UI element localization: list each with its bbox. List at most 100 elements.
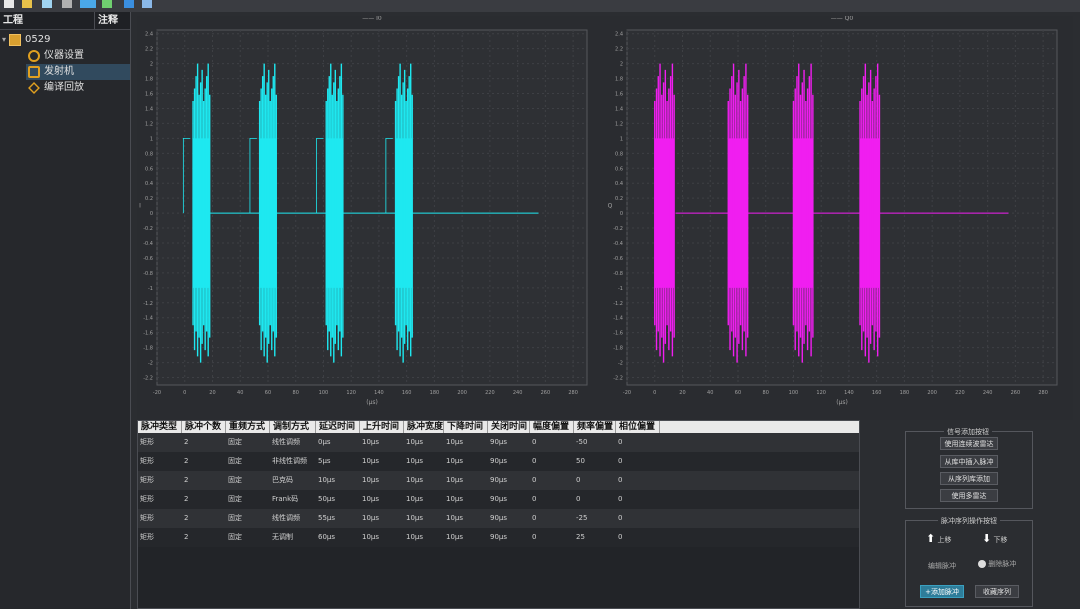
table-cell: 10μs xyxy=(362,514,380,522)
add-from-sequence-library-button[interactable]: 从序列库添加 xyxy=(940,472,998,485)
insert-pulse-from-library-button[interactable]: 从库中插入脉冲 xyxy=(940,455,998,468)
table-cell: -50 xyxy=(576,438,588,446)
signal-burst xyxy=(182,63,211,363)
x-tick-label: -20 xyxy=(623,390,631,396)
tree-icon[interactable] xyxy=(102,0,112,8)
table-row[interactable]: 矩形 2 固定 无调制 60μs 10μs 10μs 10μs 90μs 0 25 0 xyxy=(138,528,859,547)
new-file-icon[interactable] xyxy=(4,0,14,8)
settings-icon[interactable] xyxy=(62,0,72,8)
chart-i[interactable]: 2.4 2.2 2 1.8 1.6 1.4 1.2 1 0.8 0.6 0.4 0.2 0 -0.2 -0.… xyxy=(137,16,607,420)
table-row[interactable]: 矩形 2 固定 线性调频 55μs 10μs 10μs 10μs 90μs 0 -25 0 xyxy=(138,509,859,528)
table-row[interactable]: 矩形 2 固定 Frank码 50μs 10μs 10μs 10μs 90μs 0 0 0 xyxy=(138,490,859,509)
table-cell: 0 xyxy=(532,514,537,522)
table-cell: 90μs xyxy=(490,495,508,503)
table-cell: 矩形 xyxy=(140,495,154,503)
column-header[interactable]: 脉冲类型 xyxy=(138,421,182,433)
active-tool-icon[interactable] xyxy=(80,0,96,8)
table-body: 矩形 2 固定 线性调频 0μs 10μs 10μs 10μs 90μs 0 -50 0 矩形 2 固定 非线… xyxy=(138,433,859,547)
table-cell: 固定 xyxy=(228,495,242,503)
move-down-button[interactable]: ⬇ 下移 xyxy=(982,532,1007,545)
y-tick-label: -0.6 xyxy=(613,256,623,262)
y-axis-label: Q xyxy=(608,203,613,210)
delete-pulse-button[interactable]: 删除脉冲 xyxy=(978,559,1016,569)
table-row[interactable]: 矩形 2 固定 巴克码 10μs 10μs 10μs 10μs 90μs 0 0 0 xyxy=(138,471,859,490)
tree-item-transmitter[interactable]: 发射机 xyxy=(26,64,130,80)
column-header[interactable]: 脉冲个数 xyxy=(182,421,226,433)
tree-item-project[interactable]: ▾ 0529 xyxy=(2,32,129,48)
table-cell: 矩形 xyxy=(140,533,154,541)
column-header[interactable]: 延迟时间 xyxy=(316,421,360,433)
chart-q[interactable]: 2.4 2.2 2 1.8 1.6 1.4 1.2 1 0.8 0.6 0.4 0.2 0 -0.2 -0.… xyxy=(607,16,1073,420)
toolbar xyxy=(0,0,1080,12)
column-header[interactable]: 幅度偏置 xyxy=(530,421,574,433)
table-cell: 10μs xyxy=(362,457,380,465)
transmitter-icon xyxy=(28,66,40,78)
chart-svg: 2.4 2.2 2 1.8 1.6 1.4 1.2 1 0.8 0.6 0.4 0.2 0 -0.2 -0.… xyxy=(139,16,588,406)
y-tick-label: 0.4 xyxy=(615,181,623,187)
chart-icon[interactable] xyxy=(42,0,52,8)
table-cell: 10μs xyxy=(406,533,424,541)
table-cell: 90μs xyxy=(490,533,508,541)
tree-item-instrument-settings[interactable]: 仪器设置 xyxy=(28,48,129,64)
table-cell: Frank码 xyxy=(272,495,299,503)
y-tick-label: 1 xyxy=(150,136,153,142)
column-header[interactable]: 关闭时间 xyxy=(488,421,530,433)
use-continuous-wave-button[interactable]: 使用连续波雷达 xyxy=(940,437,998,450)
column-header[interactable]: 重频方式 xyxy=(226,421,270,433)
signal-burst xyxy=(727,63,749,363)
signal-burst xyxy=(385,63,413,363)
add-pulse-button[interactable]: +添加脉冲 xyxy=(920,585,964,598)
table-cell: 0 xyxy=(618,457,623,465)
col-project[interactable]: 工程 xyxy=(0,12,95,29)
column-header[interactable]: 调制方式 xyxy=(270,421,316,433)
tree-item-compile-playback[interactable]: 编译回放 xyxy=(28,80,129,96)
move-up-button[interactable]: ⬆ 上移 xyxy=(926,532,951,545)
column-header[interactable]: 频率偏置 xyxy=(574,421,616,433)
table-cell: 矩形 xyxy=(140,457,154,465)
y-tick-label: 2.4 xyxy=(615,32,623,38)
move-up-label: 上移 xyxy=(937,536,952,544)
table-header: 脉冲类型 脉冲个数 重频方式 调制方式 延迟时间 上升时间 脉冲宽度 下降时间 关闭时间 幅度偏置… xyxy=(138,421,859,433)
x-tick-label: 20 xyxy=(209,390,215,396)
x-tick-label: 140 xyxy=(374,390,384,396)
col-note[interactable]: 注释 xyxy=(98,15,118,26)
column-header[interactable]: 上升时间 xyxy=(360,421,404,433)
edit-pulse-button[interactable]: 编辑脉冲 xyxy=(928,562,956,570)
blue-icon[interactable] xyxy=(124,0,134,8)
pulse-table[interactable]: 脉冲类型 脉冲个数 重频方式 调制方式 延迟时间 上升时间 脉冲宽度 下降时间 关闭时间 幅度偏置… xyxy=(137,420,860,609)
plus-icon: + xyxy=(925,588,931,596)
button-panel: 信号添加按钮 使用连续波雷达 从库中插入脉冲 从序列库添加 使用多雷达 脉冲序列… xyxy=(860,420,1080,609)
info-icon[interactable] xyxy=(142,0,152,8)
tree-item-label: 发射机 xyxy=(44,66,74,77)
tree-item-label: 0529 xyxy=(25,34,51,45)
table-cell: 固定 xyxy=(228,514,242,522)
column-header[interactable]: 相位偏置 xyxy=(616,421,660,433)
y-tick-label: -0.2 xyxy=(613,226,623,232)
table-cell: 10μs xyxy=(406,457,424,465)
y-tick-label: 1.8 xyxy=(615,77,623,83)
x-axis-label: (μs) xyxy=(836,399,848,406)
column-header[interactable]: 脉冲宽度 xyxy=(404,421,444,433)
x-tick-label: 260 xyxy=(541,390,551,396)
table-row[interactable]: 矩形 2 固定 线性调频 0μs 10μs 10μs 10μs 90μs 0 -50 0 xyxy=(138,433,859,452)
x-tick-label: 0 xyxy=(653,390,656,396)
table-cell: 固定 xyxy=(228,476,242,484)
plot-area xyxy=(626,29,1058,386)
column-header[interactable]: 下降时间 xyxy=(444,421,488,433)
x-tick-label: 180 xyxy=(900,390,910,396)
save-sequence-button[interactable]: 收藏序列 xyxy=(975,585,1019,598)
signal-burst xyxy=(792,63,814,363)
y-tick-label: -1.6 xyxy=(613,331,623,337)
arrow-up-icon: ⬆ xyxy=(926,532,936,545)
open-folder-icon[interactable] xyxy=(22,0,32,8)
y-axis-label: I xyxy=(139,203,141,210)
signal-burst xyxy=(316,63,344,363)
collapse-icon[interactable]: ▾ xyxy=(2,35,7,44)
use-multi-radar-button[interactable]: 使用多雷达 xyxy=(940,489,998,502)
y-tick-label: -2 xyxy=(618,361,623,367)
table-row[interactable]: 矩形 2 固定 非线性调频 5μs 10μs 10μs 10μs 90μs 0 50 0 xyxy=(138,452,859,471)
y-tick-label: 2 xyxy=(620,62,623,68)
layers-icon xyxy=(28,82,40,94)
x-tick-label: 200 xyxy=(457,390,467,396)
table-cell: 10μs xyxy=(406,476,424,484)
